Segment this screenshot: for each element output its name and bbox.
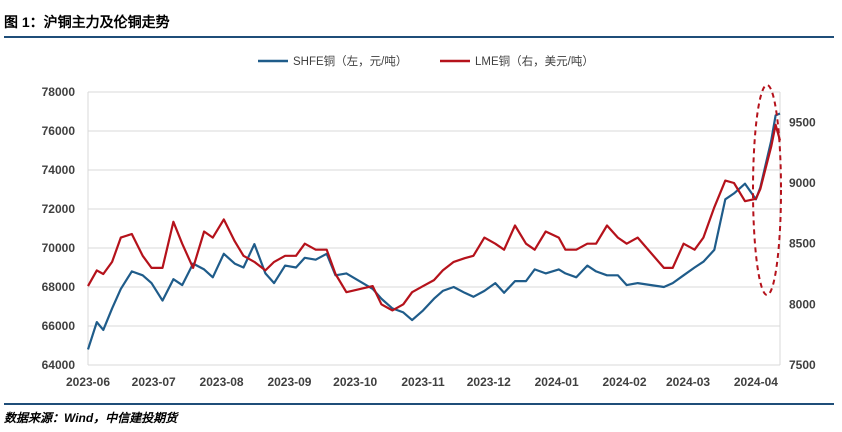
bottom-rule [4, 403, 834, 405]
legend-label-1: SHFE铜（左，元/吨） [293, 54, 407, 68]
right-tick-label: 9500 [789, 115, 816, 129]
legend: SHFE铜（左，元/吨） LME铜（右，美元/吨） [258, 54, 594, 68]
grid-lines [87, 91, 781, 366]
x-tick-label: 2023-06 [66, 375, 110, 389]
series-line-1 [86, 112, 781, 350]
left-tick-label: 74000 [42, 163, 76, 177]
x-tick-label: 2024-04 [734, 375, 778, 389]
legend-label-2: LME铜（右，美元/吨） [475, 54, 594, 68]
x-tick-label: 2024-03 [666, 375, 710, 389]
x-tick-label: 2024-02 [602, 375, 646, 389]
highlight-ellipse [752, 84, 782, 296]
left-tick-label: 76000 [42, 124, 76, 138]
series-lines [86, 112, 782, 350]
right-tick-label: 9000 [789, 176, 816, 190]
right-tick-label: 8500 [789, 237, 816, 251]
series-line-2 [87, 123, 782, 312]
left-tick-label: 72000 [42, 202, 76, 216]
left-tick-label: 64000 [42, 358, 76, 372]
x-tick-label: 2023-09 [267, 375, 311, 389]
x-tick-label: 2023-07 [132, 375, 176, 389]
right-axis-ticks: 7500 8000 8500 9000 9500 [789, 115, 816, 372]
x-tick-label: 2024-01 [535, 375, 579, 389]
left-tick-label: 78000 [42, 85, 76, 99]
x-axis-ticks: 2023-06 2023-07 2023-08 2023-09 2023-10 2023-… [66, 375, 778, 389]
left-tick-label: 68000 [42, 280, 76, 294]
x-tick-label: 2023-12 [467, 375, 511, 389]
left-tick-label: 66000 [42, 319, 76, 333]
left-tick-label: 70000 [42, 241, 76, 255]
right-tick-label: 7500 [789, 358, 816, 372]
figure-title: 图 1：沪铜主力及伦铜走势 [4, 14, 170, 30]
source-note: 数据来源：Wind，中信建投期货 [4, 411, 178, 425]
x-tick-label: 2023-10 [333, 375, 377, 389]
copper-price-chart: 64000 66000 68000 70000 72000 74000 76000 78000… [42, 54, 816, 389]
x-tick-label: 2023-11 [401, 375, 445, 389]
top-rule [4, 36, 834, 38]
x-tick-label: 2023-08 [200, 375, 244, 389]
left-axis-ticks: 64000 66000 68000 70000 72000 74000 76000 78000 [42, 85, 76, 372]
right-tick-label: 8000 [789, 297, 816, 311]
